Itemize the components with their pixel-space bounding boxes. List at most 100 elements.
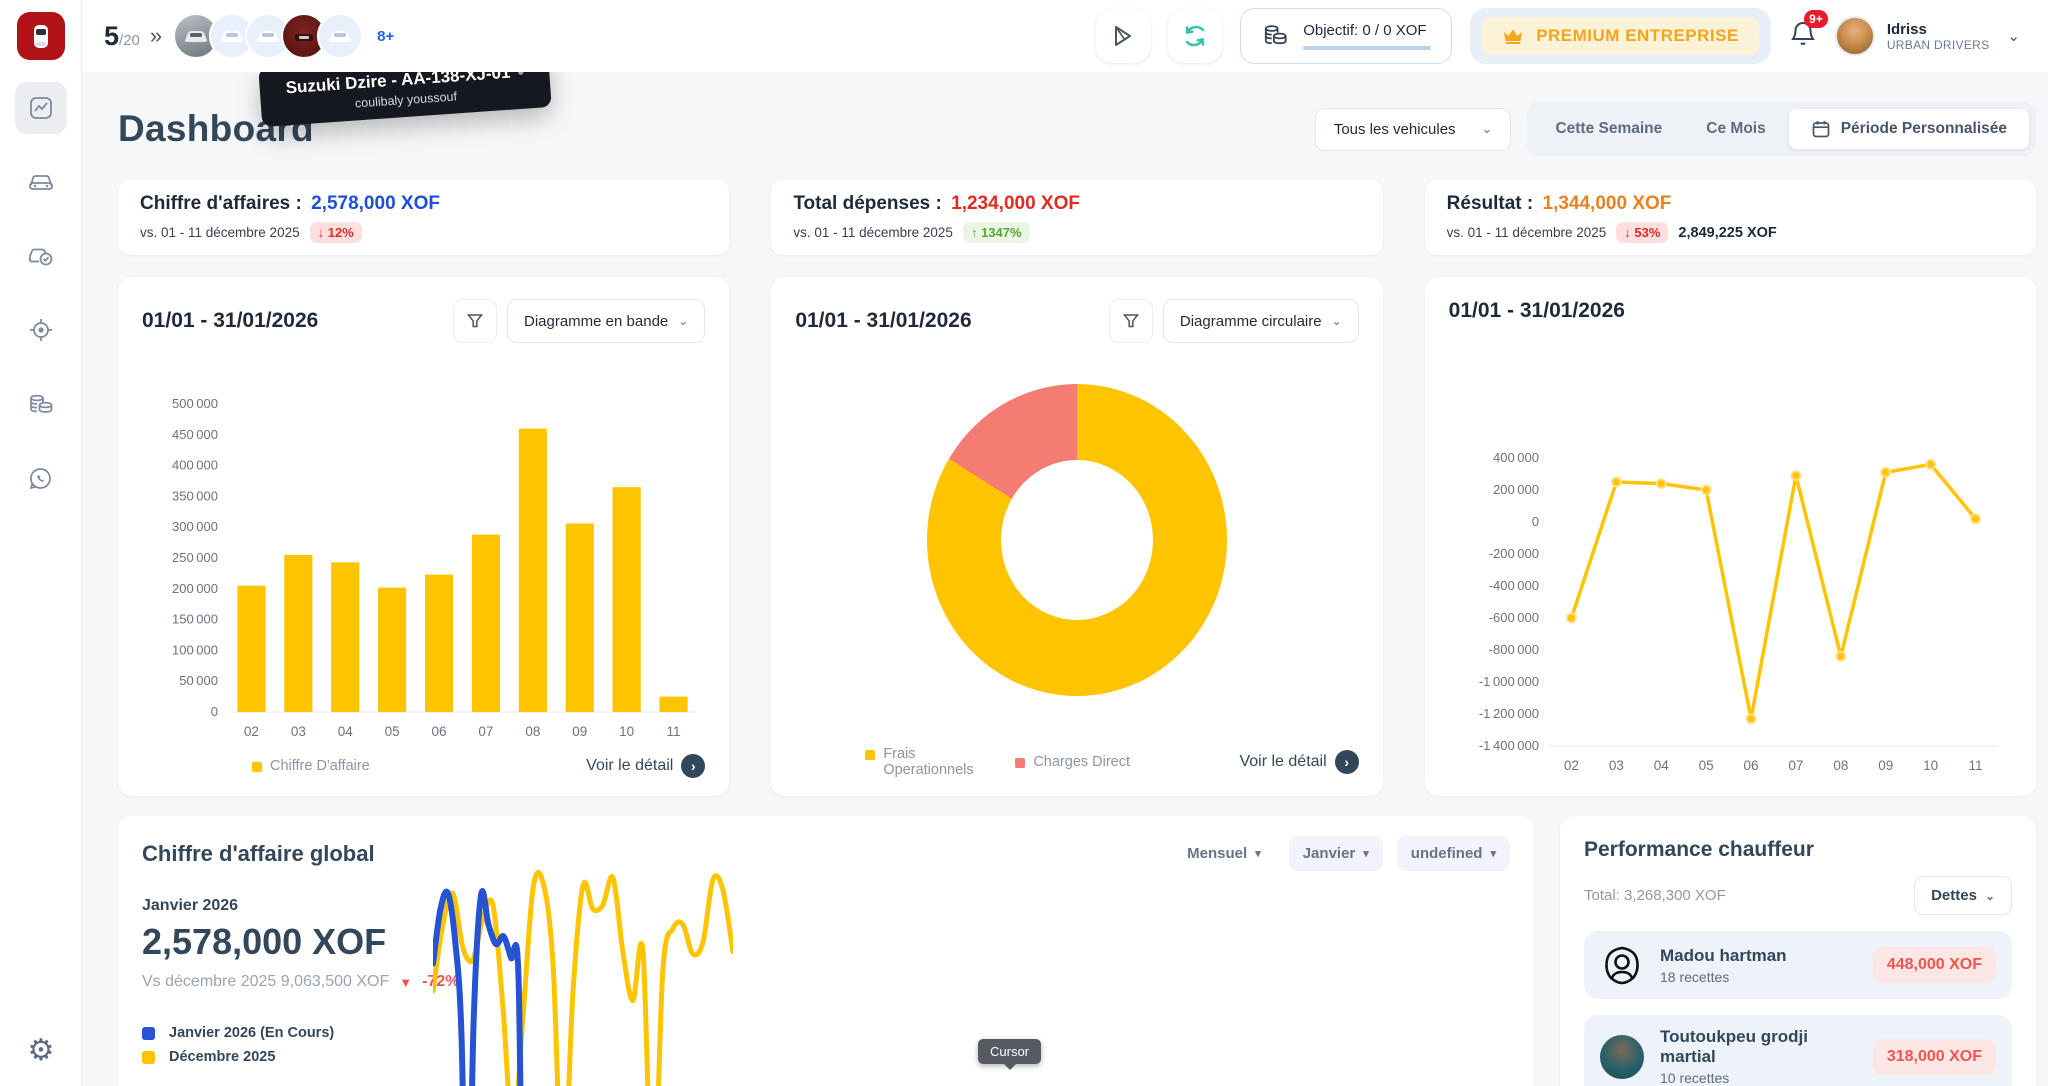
legend-frais-operationnels: Frais Operationnels xyxy=(865,746,975,778)
bell-icon xyxy=(1790,21,1815,45)
driver-avatar-placeholder-icon xyxy=(1600,943,1644,987)
filter-button[interactable] xyxy=(453,299,497,343)
whatsapp-icon xyxy=(29,467,51,489)
line-chart-card: 01/01 - 31/01/2026 400 000 200 000 0 -200 0… xyxy=(1424,277,2036,796)
sidebar: ⚙ xyxy=(0,0,82,1086)
play-icon xyxy=(1115,26,1132,46)
svg-text:03: 03 xyxy=(1608,758,1623,773)
svg-text:0: 0 xyxy=(211,704,218,719)
svg-text:05: 05 xyxy=(1698,758,1713,773)
user-name: Idriss xyxy=(1886,20,1927,38)
tab-periode-personnalisee[interactable]: Période Personnalisée xyxy=(1787,108,2030,150)
voir-le-detail-link[interactable]: Voir le détail › xyxy=(586,754,706,778)
svg-text:10: 10 xyxy=(619,724,634,739)
svg-text:06: 06 xyxy=(432,724,447,739)
content: Suzuki Dzire - AA-138-XJ-01 coulibaly yo… xyxy=(82,72,2048,1086)
down-triangle-icon: ▼ xyxy=(399,974,413,990)
svg-text:-600 000: -600 000 xyxy=(1488,610,1538,625)
svg-text:09: 09 xyxy=(1878,758,1893,773)
kpi-compare: vs. 01 - 11 décembre 2025 xyxy=(140,225,300,240)
calendar-icon xyxy=(1812,121,1830,138)
legend-decembre-2025: Décembre 2025 xyxy=(142,1049,1510,1065)
svg-text:04: 04 xyxy=(338,724,354,739)
svg-text:08: 08 xyxy=(525,724,540,739)
sidebar-item-whatsapp[interactable] xyxy=(15,452,67,504)
expand-fleet-icon[interactable]: » xyxy=(149,23,162,48)
kpi-extra-value: 2,849,225 XOF xyxy=(1678,224,1777,241)
performance-total: Total: 3,268,300 XOF xyxy=(1584,887,1726,904)
dropdown-undefined[interactable]: undefined ▾ xyxy=(1396,836,1510,871)
vehicle-avatar-selected[interactable] xyxy=(281,13,328,59)
objectif-widget[interactable]: Objectif: 0 / 0 XOF xyxy=(1240,8,1453,64)
revenue-compare-pct: -72% xyxy=(422,973,460,990)
chart-type-select[interactable]: Diagramme en bande ⌄ xyxy=(507,299,706,343)
revenue-month-label: Janvier 2026 xyxy=(142,897,239,914)
play-button[interactable] xyxy=(1096,9,1151,63)
legend-janvier-2026: Janvier 2026 (En Cours) xyxy=(142,1025,1510,1041)
chart-period: 01/01 - 31/01/2026 xyxy=(142,309,319,332)
cursor-tooltip: Cursor xyxy=(978,1039,1042,1064)
sidebar-item-dashboard[interactable] xyxy=(14,82,67,134)
bar-chart[interactable]: 0 50 000 100 000 150 000 200 000 250 000 300 0… xyxy=(142,394,705,744)
app-logo[interactable] xyxy=(16,12,65,60)
revenue-curves-chart[interactable] xyxy=(433,852,733,1086)
svg-text:-400 000: -400 000 xyxy=(1488,578,1538,593)
premium-button[interactable]: PREMIUM ENTREPRISE xyxy=(1470,8,1771,64)
legend-charges-direct: Charges Direct xyxy=(1015,754,1130,770)
kpi-value: 1,344,000 XOF xyxy=(1542,193,1672,214)
svg-text:200 000: 200 000 xyxy=(172,581,218,596)
line-chart[interactable]: 400 000 200 000 0 -200 000 -400 000 -600 000 -… xyxy=(1449,448,2012,778)
sidebar-item-vehicles[interactable] xyxy=(15,156,67,208)
donut-chart[interactable] xyxy=(926,383,1227,696)
svg-text:500 000: 500 000 xyxy=(172,396,218,411)
refresh-button[interactable] xyxy=(1168,9,1223,63)
svg-text:0: 0 xyxy=(1531,514,1538,529)
sidebar-item-rentals[interactable] xyxy=(15,230,67,282)
dropdown-mensuel[interactable]: Mensuel ▾ xyxy=(1187,845,1261,862)
driver-avatar xyxy=(1600,1034,1644,1079)
driver-recettes: 10 recettes xyxy=(1660,1070,1730,1086)
settings-gear-icon[interactable]: ⚙ xyxy=(27,1034,55,1067)
kpi-value: 2,578,000 XOF xyxy=(311,193,440,214)
page-head: Dashboard Tous les vehicules ⌄ Cette Sema… xyxy=(118,102,2036,156)
driver-row[interactable]: Toutoukpeu grodji martial 10 recettes 31… xyxy=(1584,1015,2012,1086)
revenue-legend: Janvier 2026 (En Cours) Décembre 2025 xyxy=(142,1025,1510,1065)
filter-button[interactable] xyxy=(1108,299,1153,343)
revenue-compare: Vs décembre 2025 9,063,500 XOF ▼ -72% xyxy=(142,973,460,990)
svg-text:-1 200 000: -1 200 000 xyxy=(1479,706,1539,721)
more-vehicles-count[interactable]: 8+ xyxy=(377,27,395,45)
refresh-icon xyxy=(1185,25,1205,47)
kpi-badge: ↓ 12% xyxy=(309,222,362,243)
svg-text:-200 000: -200 000 xyxy=(1488,546,1538,561)
vehicle-select[interactable]: Tous les vehicules ⌄ xyxy=(1314,107,1512,151)
sidebar-item-tracking[interactable] xyxy=(15,304,67,356)
performance-card: Performance chauffeur Total: 3,268,300 X… xyxy=(1560,816,2036,1086)
dettes-filter-button[interactable]: Dettes ⌄ xyxy=(1914,876,2012,915)
dropdown-janvier[interactable]: Janvier ▾ xyxy=(1288,836,1383,871)
target-icon xyxy=(29,319,52,341)
kpi-resultat: Résultat : 1,344,000 XOF vs. 01 - 11 déc… xyxy=(1424,180,2036,255)
driver-row[interactable]: Madou hartman 18 recettes 448,000 XOF xyxy=(1584,931,2012,999)
voir-le-detail-link[interactable]: Voir le détail › xyxy=(1239,750,1359,774)
kpi-compare: vs. 01 - 11 décembre 2025 xyxy=(793,225,953,240)
funnel-icon xyxy=(1122,314,1139,328)
svg-text:350 000: 350 000 xyxy=(172,488,218,503)
svg-text:200 000: 200 000 xyxy=(1493,482,1539,497)
user-menu[interactable]: Idriss URBAN DRIVERS ⌄ xyxy=(1834,16,2020,56)
svg-text:06: 06 xyxy=(1743,758,1758,773)
vehicle-avatar[interactable] xyxy=(209,13,256,59)
tab-ce-mois[interactable]: Ce Mois xyxy=(1706,120,1766,137)
notifications-button[interactable]: 9+ xyxy=(1789,9,1828,54)
svg-text:250 000: 250 000 xyxy=(172,550,218,565)
crown-icon xyxy=(1504,29,1523,44)
sidebar-item-finance[interactable] xyxy=(15,378,67,430)
chevron-down-icon: ⌄ xyxy=(1481,121,1493,136)
tab-cette-semaine[interactable]: Cette Semaine xyxy=(1555,120,1663,137)
svg-text:07: 07 xyxy=(1788,758,1803,773)
vehicle-avatar[interactable] xyxy=(317,13,364,59)
arrow-right-icon: › xyxy=(681,754,706,778)
user-avatar xyxy=(1834,16,1875,56)
fleet-count: 5/20 xyxy=(104,20,140,51)
svg-text:300 000: 300 000 xyxy=(172,519,218,534)
chart-type-select[interactable]: Diagramme circulaire ⌄ xyxy=(1162,299,1359,343)
